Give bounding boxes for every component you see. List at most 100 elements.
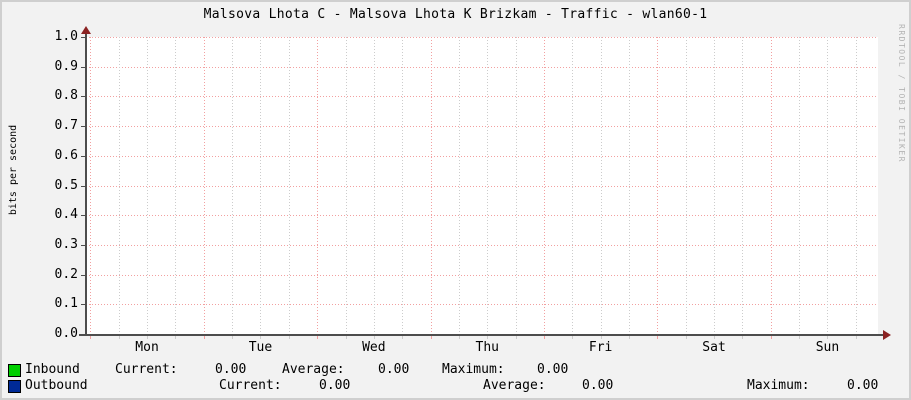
stat-value-maximum: 0.00 [537, 362, 569, 377]
gridline-minor-vertical [373, 37, 375, 334]
x-axis-minor-tick [402, 336, 404, 339]
y-axis-tick [81, 155, 86, 157]
x-axis-minor-tick [685, 336, 687, 339]
gridline-day-vertical [430, 37, 432, 334]
stat-label-average: Average: [483, 378, 546, 393]
rrdtool-watermark: RRDTOOL / TOBI OETIKER [897, 24, 906, 163]
x-axis-minor-tick [232, 336, 234, 339]
x-axis-day-tick [90, 336, 92, 339]
x-axis-label: Thu [475, 340, 499, 355]
y-tick-label: 0.2 [54, 266, 78, 282]
gridline-major-horizontal [86, 185, 878, 187]
plot-area [86, 37, 878, 334]
gridline-minor-vertical [175, 37, 177, 334]
gridline-day-vertical [90, 37, 92, 334]
gridline-minor-vertical [799, 37, 801, 334]
gridline-minor-vertical [118, 37, 120, 334]
stat-value-maximum: 0.00 [847, 378, 879, 393]
legend-swatch-outbound [8, 380, 21, 393]
y-tick-label: 0.3 [54, 236, 78, 252]
stat-label-current: Current: [115, 362, 178, 377]
x-axis-day-tick [770, 336, 772, 339]
x-axis-label: Mon [135, 340, 159, 355]
gridline-major-horizontal [86, 96, 878, 98]
x-axis-minor-tick [175, 336, 177, 339]
x-axis-minor-tick [147, 336, 149, 339]
gridline-minor-vertical [147, 37, 149, 334]
x-axis-minor-tick [487, 336, 489, 339]
gridline-minor-vertical [629, 37, 630, 334]
x-axis-day-tick [203, 336, 205, 339]
y-axis-tick [81, 304, 86, 306]
y-tick-label: 0.6 [54, 147, 78, 163]
gridline-minor-vertical [458, 37, 460, 334]
gridline-major-horizontal [86, 37, 878, 38]
y-tick-label: 0.5 [54, 177, 78, 193]
stat-value-current: 0.00 [215, 362, 247, 377]
x-axis-minor-tick [118, 336, 120, 339]
x-axis-label: Wed [362, 340, 386, 355]
x-axis-day-tick [543, 336, 545, 339]
y-tick-label: 0.7 [54, 118, 78, 134]
gridline-major-horizontal [86, 126, 878, 128]
gridline-day-vertical [317, 37, 319, 334]
y-axis-tick [81, 96, 86, 98]
x-axis-label: Sat [702, 340, 726, 355]
x-axis-minor-tick [855, 336, 857, 339]
x-axis-minor-tick [373, 336, 375, 339]
gridline-minor-vertical [288, 37, 290, 334]
gridline-minor-vertical [600, 37, 602, 334]
gridline-minor-vertical [714, 37, 716, 334]
stat-label-average: Average: [282, 362, 345, 377]
y-tick-label: 0.0 [54, 326, 78, 341]
y-axis-tick [81, 274, 86, 276]
legend-series-name: Outbound [25, 378, 88, 393]
gridline-minor-vertical [515, 37, 517, 334]
x-axis-label: Fri [588, 340, 613, 355]
y-tick-label: 0.1 [54, 296, 78, 312]
x-axis-minor-tick [714, 336, 716, 339]
x-axis-label: Tue [248, 340, 273, 355]
stat-label-maximum: Maximum: [747, 378, 810, 393]
x-axis-day-tick [657, 336, 659, 339]
stat-label-maximum: Maximum: [442, 362, 505, 377]
x-axis-minor-tick [288, 336, 290, 339]
stat-label-current: Current: [219, 378, 282, 393]
gridline-major-horizontal [86, 274, 878, 276]
x-axis-minor-tick [458, 336, 460, 339]
legend-series-name: Inbound [25, 362, 80, 377]
y-axis-tick [81, 126, 86, 128]
gridline-minor-vertical [742, 37, 744, 334]
x-axis-minor-tick [515, 336, 517, 339]
x-axis-day-tick [317, 336, 319, 339]
gridline-day-vertical [770, 37, 772, 334]
y-tick-label: 0.8 [54, 88, 78, 104]
gridline-major-horizontal [86, 66, 878, 68]
gridline-minor-vertical [487, 37, 489, 334]
y-axis-tick [81, 185, 86, 187]
stat-value-current: 0.00 [319, 378, 351, 393]
gridline-day-vertical [543, 37, 545, 334]
gridline-minor-vertical [232, 37, 234, 334]
y-axis-arrow-icon [81, 26, 91, 34]
x-axis-minor-tick [742, 336, 744, 339]
gridline-minor-vertical [572, 37, 574, 334]
x-axis-minor-tick [345, 336, 347, 339]
gridline-minor-vertical [855, 37, 857, 334]
x-axis-minor-tick [600, 336, 602, 339]
gridline-major-horizontal [86, 215, 878, 217]
gridline-minor-vertical [260, 37, 262, 334]
x-axis-day-tick [430, 336, 432, 339]
y-axis-tick [81, 37, 86, 38]
gridline-major-horizontal [86, 155, 878, 157]
stat-value-average: 0.00 [378, 362, 410, 377]
gridline-major-horizontal [86, 244, 878, 246]
graph-title: Malsova Lhota C - Malsova Lhota K Brizka… [203, 7, 708, 22]
x-axis-minor-tick [572, 336, 574, 339]
gridline-minor-vertical [685, 37, 687, 334]
gridline-major-horizontal [86, 304, 878, 306]
x-axis-arrow-icon [883, 330, 891, 340]
y-axis-tick [81, 215, 86, 217]
y-axis-line [85, 29, 87, 335]
